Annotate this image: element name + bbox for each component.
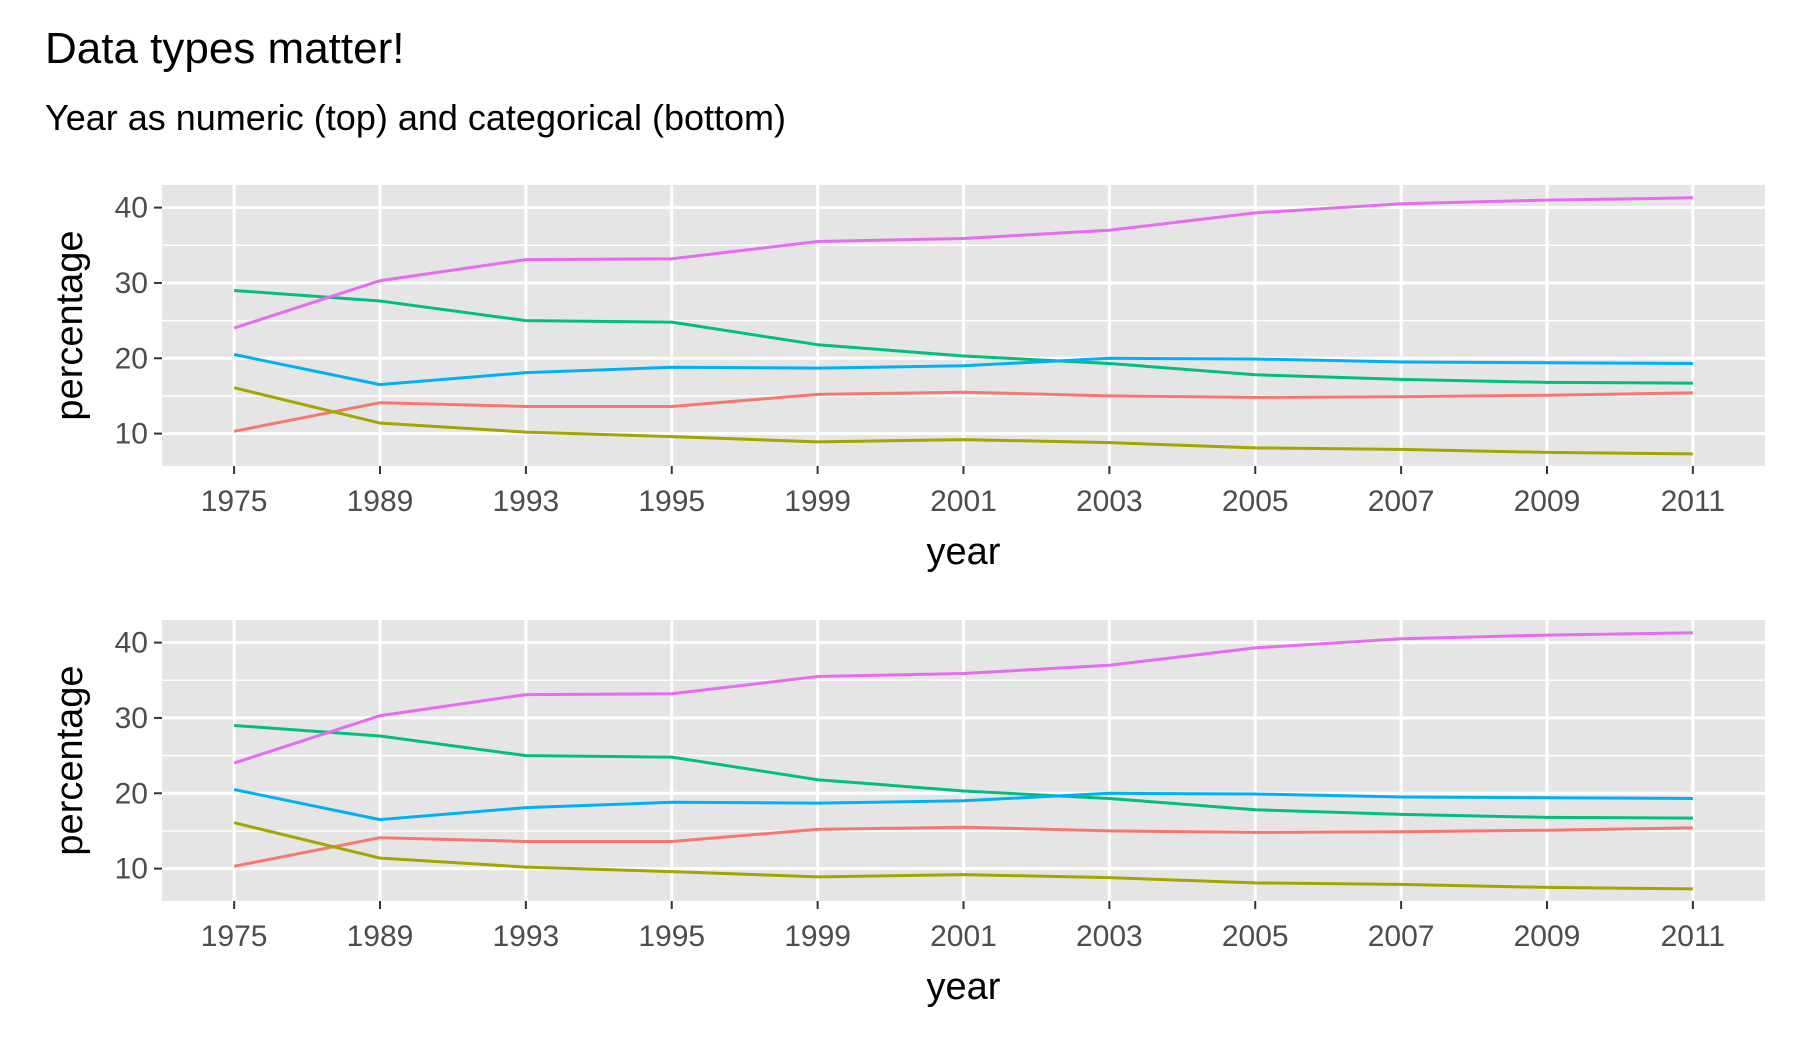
chart-title: Data types matter! xyxy=(45,24,404,73)
y-tick-label: 30 xyxy=(115,702,148,735)
x-tick-label: 1999 xyxy=(784,920,851,953)
y-tick-label: 40 xyxy=(115,627,148,660)
x-tick-label: 1993 xyxy=(493,920,560,953)
series-line-5 xyxy=(233,196,1693,330)
y-axis-title: percentage xyxy=(49,665,91,855)
x-tick-label: 2003 xyxy=(1076,485,1143,518)
x-tick-label: 1975 xyxy=(201,485,268,518)
x-tick-label: 2005 xyxy=(1222,920,1289,953)
x-tick-label: 2001 xyxy=(930,485,997,518)
x-tick-label: 1989 xyxy=(347,920,414,953)
x-tick-label: 2007 xyxy=(1368,485,1435,518)
x-axis-title: year xyxy=(927,531,1001,573)
series-line-2 xyxy=(233,821,1693,891)
x-tick-label: 2011 xyxy=(1661,485,1726,518)
x-tick-label: 1989 xyxy=(347,485,414,518)
series-line-1 xyxy=(233,390,1693,433)
y-axis-title: percentage xyxy=(49,230,91,420)
series-line-1 xyxy=(233,825,1693,868)
series-line-4 xyxy=(233,788,1693,822)
y-tick-label: 10 xyxy=(115,853,148,886)
series-line-2 xyxy=(233,386,1693,456)
series-line-3 xyxy=(233,289,1693,385)
x-tick-label: 1995 xyxy=(638,485,705,518)
x-tick-label: 2009 xyxy=(1514,485,1581,518)
x-tick-label: 1993 xyxy=(493,485,560,518)
y-tick-label: 30 xyxy=(115,267,148,300)
x-tick-label: 2005 xyxy=(1222,485,1289,518)
x-tick-label: 1995 xyxy=(638,920,705,953)
y-tick-label: 10 xyxy=(115,418,148,451)
x-axis-title: year xyxy=(927,966,1001,1008)
series-line-4 xyxy=(233,353,1693,387)
x-tick-label: 2003 xyxy=(1076,920,1143,953)
x-tick-label: 2007 xyxy=(1368,920,1435,953)
series-line-5 xyxy=(233,631,1693,765)
chart-subtitle: Year as numeric (top) and categorical (b… xyxy=(45,97,786,138)
bottom-panel: 10 20 30 40 1975 1989 1993 1995 1999 2001 2003 2005… xyxy=(49,620,1765,1008)
y-tick-label: 20 xyxy=(115,777,148,810)
top-panel: 10 20 30 40 1975 1989 1993 1995 1999 2001 2003 2005… xyxy=(49,185,1765,573)
y-tick-label: 20 xyxy=(115,342,148,375)
x-tick-label: 2011 xyxy=(1661,920,1726,953)
x-tick-label: 1975 xyxy=(201,920,268,953)
series-line-3 xyxy=(233,724,1693,820)
x-tick-label: 2001 xyxy=(930,920,997,953)
x-tick-label: 1999 xyxy=(784,485,851,518)
y-tick-label: 40 xyxy=(115,192,148,225)
x-tick-label: 2009 xyxy=(1514,920,1581,953)
